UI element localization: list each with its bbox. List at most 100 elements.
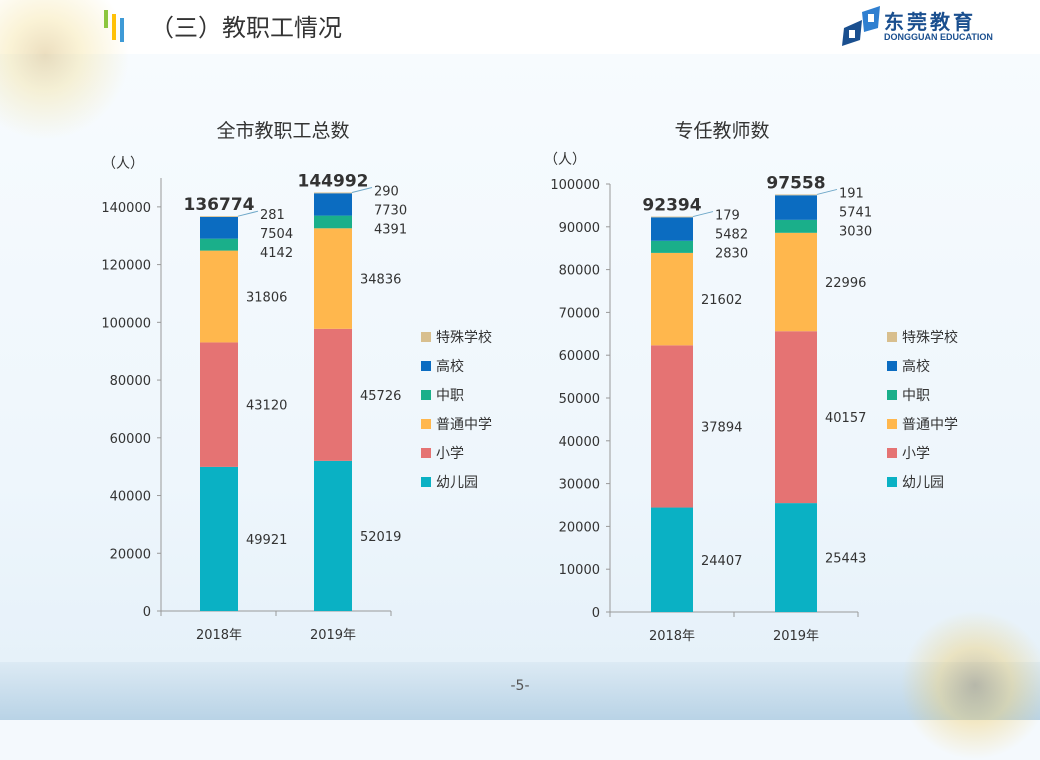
bar-segment-full-time-teachers (775, 503, 817, 612)
data-label-total-staff: 52019 (360, 530, 401, 545)
x-tick-label-total-staff: 2018年 (196, 628, 242, 643)
total-label-total-staff: 144992 (298, 171, 369, 191)
charts-canvas: 0200004000060000800001000001200001400002… (101, 171, 872, 644)
total-label-full-time-teachers: 97558 (766, 173, 825, 193)
data-label-total-staff: 281 (260, 208, 285, 223)
bar-segment-total-staff (314, 228, 352, 329)
total-label-full-time-teachers: 92394 (642, 196, 701, 216)
bar-segment-total-staff (314, 192, 352, 194)
data-label-total-staff: 290 (374, 184, 399, 199)
y-tick-label-full-time-teachers: 100000 (550, 178, 600, 193)
legend-swatch (421, 332, 431, 342)
legend-label: 普通中学 (436, 417, 492, 433)
y-tick-label-full-time-teachers: 10000 (559, 563, 600, 578)
legend-swatch (887, 390, 897, 400)
bar-segment-total-staff (314, 193, 352, 216)
accent-bar-yellow (112, 14, 116, 40)
data-label-total-staff: 43120 (246, 399, 287, 414)
bar-segment-full-time-teachers (775, 232, 817, 332)
data-label-total-staff: 49921 (246, 533, 287, 548)
logo-mark-icon (842, 6, 880, 46)
legend-swatch (887, 448, 897, 458)
data-label-total-staff: 4391 (374, 222, 407, 237)
data-label-full-time-teachers: 22996 (825, 276, 866, 291)
bar-segment-total-staff (200, 466, 238, 611)
data-label-full-time-teachers: 25443 (825, 552, 866, 567)
bar-segment-full-time-teachers (651, 217, 693, 241)
dongguan-education-logo: 东莞教育 DONGGUAN EDUCATION (840, 6, 1030, 48)
accent-bar-green (104, 10, 108, 28)
data-label-full-time-teachers: 179 (715, 209, 740, 224)
page-title: （三）教职工情况 (150, 14, 342, 42)
unit-label-total-staff: （人） (102, 156, 144, 172)
legend-label: 中职 (902, 388, 930, 404)
y-tick-label-total-staff: 140000 (101, 201, 151, 216)
bar-segment-total-staff (200, 238, 238, 251)
data-label-full-time-teachers: 40157 (825, 411, 866, 426)
total-label-total-staff: 136774 (184, 195, 255, 215)
legend-label: 高校 (436, 359, 464, 375)
bar-segment-total-staff (200, 250, 238, 343)
legend-label: 高校 (902, 359, 930, 375)
legend-label: 幼儿园 (902, 475, 944, 491)
data-label-full-time-teachers: 191 (839, 186, 864, 201)
data-label-total-staff: 34836 (360, 273, 401, 288)
logo-text-en: DONGGUAN EDUCATION (884, 32, 993, 42)
data-label-total-staff: 7730 (374, 203, 407, 218)
leader-line-full-time-teachers (816, 188, 838, 195)
y-tick-label-full-time-teachers: 50000 (559, 392, 600, 407)
chart-title-total-staff: 全市教职工总数 (216, 120, 350, 142)
bar-segment-full-time-teachers (651, 345, 693, 508)
data-label-total-staff: 45726 (360, 389, 401, 404)
legend-swatch (887, 477, 897, 487)
bar-segment-total-staff (200, 216, 238, 217)
bar-segment-full-time-teachers (775, 195, 817, 220)
legend-label: 小学 (436, 446, 464, 462)
data-label-full-time-teachers: 24407 (701, 554, 742, 569)
legend-label: 幼儿园 (436, 475, 478, 491)
legend-swatch (887, 419, 897, 429)
legend-swatch (887, 361, 897, 371)
data-label-total-staff: 4142 (260, 246, 293, 261)
legend-swatch (421, 448, 431, 458)
footer-band (0, 662, 1040, 720)
y-tick-label-full-time-teachers: 20000 (559, 520, 600, 535)
legend-swatch (421, 477, 431, 487)
bar-segment-full-time-teachers (651, 252, 693, 346)
y-tick-label-total-staff: 40000 (110, 490, 151, 505)
bar-segment-full-time-teachers (651, 240, 693, 253)
y-tick-label-total-staff: 80000 (110, 374, 151, 389)
page-number: -5- (510, 678, 530, 694)
leader-line-total-staff (237, 210, 259, 217)
data-label-full-time-teachers: 3030 (839, 224, 872, 239)
legend-label: 特殊学校 (902, 330, 958, 346)
legend-swatch (421, 361, 431, 371)
data-label-full-time-teachers: 2830 (715, 247, 748, 262)
legend-label: 小学 (902, 446, 930, 462)
data-label-full-time-teachers: 5741 (839, 205, 872, 220)
x-tick-label-full-time-teachers: 2018年 (649, 629, 695, 644)
bar-segment-full-time-teachers (651, 507, 693, 612)
y-tick-label-full-time-teachers: 40000 (559, 435, 600, 450)
bar-segment-full-time-teachers (775, 194, 817, 196)
legend-label: 特殊学校 (436, 330, 492, 346)
unit-label-full-time-teachers: （人） (544, 152, 586, 168)
x-tick-label-total-staff: 2019年 (310, 628, 356, 643)
y-tick-label-total-staff: 20000 (110, 547, 151, 562)
bar-segment-full-time-teachers (651, 216, 693, 218)
bar-segment-total-staff (314, 328, 352, 461)
accent-bar-blue (120, 18, 124, 42)
bar-segment-total-staff (200, 342, 238, 467)
y-tick-label-total-staff: 100000 (101, 316, 151, 331)
data-label-full-time-teachers: 37894 (701, 420, 742, 435)
x-tick-label-full-time-teachers: 2019年 (773, 629, 819, 644)
y-tick-label-full-time-teachers: 80000 (559, 264, 600, 279)
y-tick-label-full-time-teachers: 30000 (559, 478, 600, 493)
page-background (0, 54, 1040, 662)
data-label-total-staff: 7504 (260, 227, 293, 242)
legend-swatch (421, 390, 431, 400)
logo-text-cn: 东莞教育 (884, 10, 976, 34)
y-tick-label-full-time-teachers: 70000 (559, 306, 600, 321)
legend-swatch (421, 419, 431, 429)
data-label-total-staff: 31806 (246, 291, 287, 306)
